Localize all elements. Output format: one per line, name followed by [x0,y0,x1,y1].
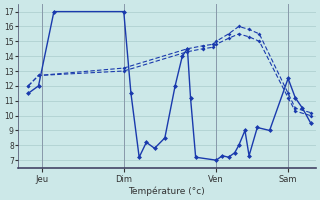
X-axis label: Température (°c): Température (°c) [129,186,205,196]
